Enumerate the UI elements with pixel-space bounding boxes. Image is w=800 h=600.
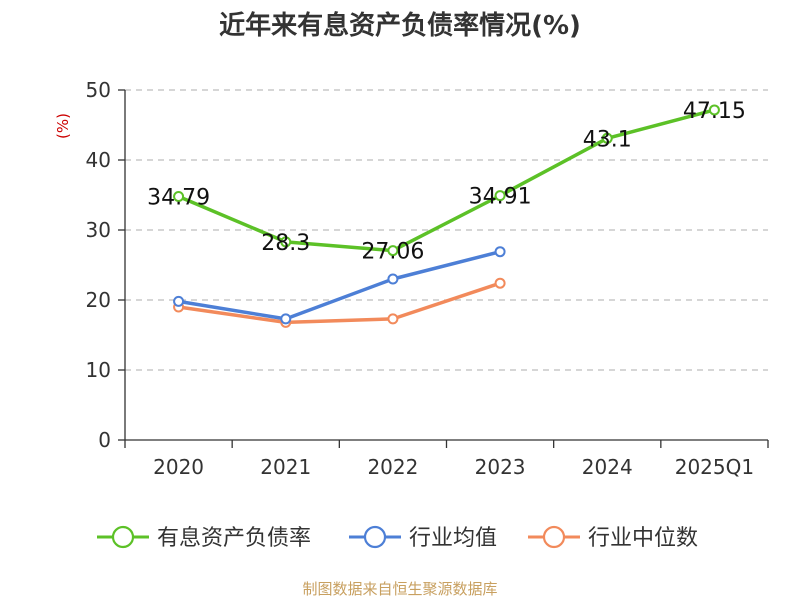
y-tick-label: 20 <box>86 288 111 312</box>
data-point <box>494 277 506 289</box>
data-label: 28.3 <box>261 231 310 256</box>
data-label: 43.1 <box>583 127 632 152</box>
series-layer <box>173 104 720 328</box>
series-1 <box>173 246 506 325</box>
data-point <box>173 190 185 202</box>
y-tick-label: 10 <box>86 358 111 382</box>
y-axis-label: (%) <box>54 113 72 139</box>
data-label: 47.15 <box>683 99 746 124</box>
legend-item: 行业均值 <box>349 525 497 551</box>
data-point <box>494 190 506 202</box>
legend-item: 有息资产负债率 <box>97 525 311 551</box>
legend-label: 行业均值 <box>409 526 497 551</box>
source-note: 制图数据来自恒生聚源数据库 <box>302 580 497 598</box>
data-label: 27.06 <box>361 240 424 265</box>
y-tick-label: 0 <box>98 428 111 452</box>
x-tick-label: 2025Q1 <box>675 455 754 479</box>
y-tick-label: 50 <box>86 78 111 102</box>
legend-marker-icon <box>111 525 135 549</box>
x-tick-label: 2022 <box>367 455 418 479</box>
chart-title: 近年来有息资产负债率情况(%) <box>219 10 581 41</box>
legend-label: 行业中位数 <box>588 526 698 551</box>
data-label: 34.91 <box>469 185 532 210</box>
data-point <box>280 313 292 325</box>
series-line <box>176 249 502 321</box>
legend-marker-icon <box>363 525 387 549</box>
legend-item: 行业中位数 <box>528 525 698 551</box>
legend: 有息资产负债率 行业均值 行业中位数 <box>97 525 698 551</box>
series-0 <box>173 104 720 257</box>
data-point <box>708 104 720 116</box>
legend-label: 有息资产负债率 <box>157 526 311 551</box>
data-point <box>494 246 506 258</box>
grid-lines <box>125 89 768 371</box>
axes: 0 10 20 30 40 50 2020 2021 2022 2023 2024 2025Q1 <box>86 78 769 479</box>
x-tick-label: 2020 <box>153 455 204 479</box>
data-labels: 34.79 28.3 27.06 34.91 43.1 47.15 <box>147 99 746 265</box>
data-point <box>601 132 613 144</box>
data-point <box>387 313 399 325</box>
y-tick-label: 40 <box>86 148 111 172</box>
data-point <box>173 295 185 307</box>
y-tick-label: 30 <box>86 218 111 242</box>
data-point <box>387 273 399 285</box>
data-point <box>280 236 292 248</box>
data-point <box>387 245 399 257</box>
data-label: 34.79 <box>147 185 210 210</box>
series-line <box>176 281 502 325</box>
x-tick-label: 2023 <box>475 455 526 479</box>
series-2 <box>173 277 506 328</box>
x-tick-label: 2021 <box>260 455 311 479</box>
x-tick-label: 2024 <box>582 455 633 479</box>
series-line <box>176 108 717 253</box>
legend-marker-icon <box>542 525 566 549</box>
